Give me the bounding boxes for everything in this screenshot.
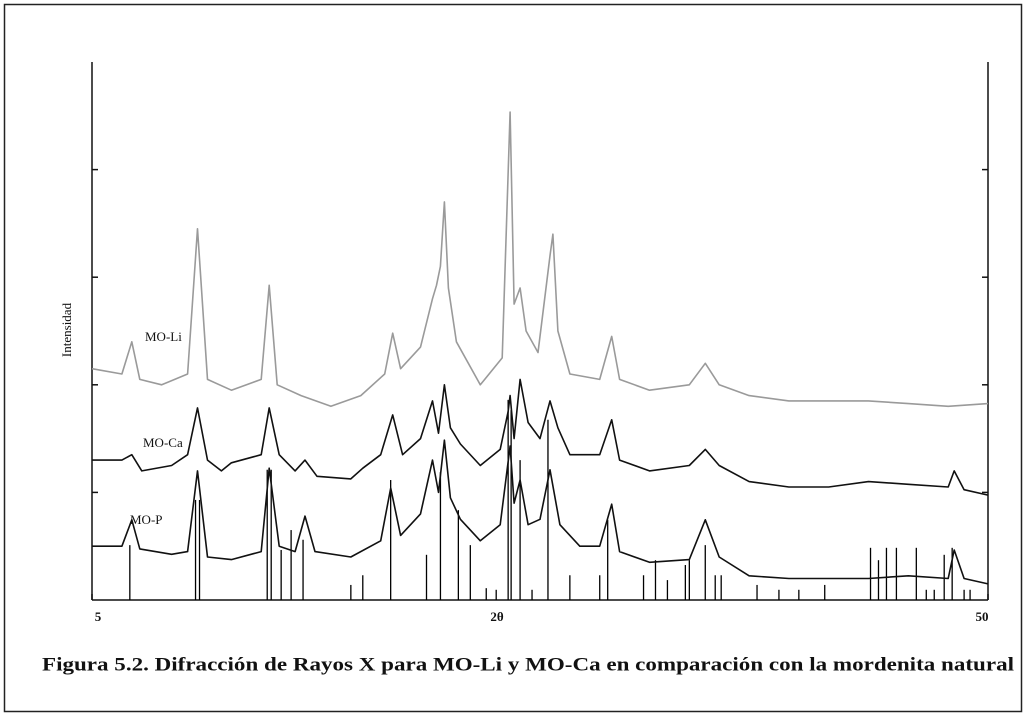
- x-axis-label: 2θ: [490, 609, 504, 624]
- series-label: MO-Li: [145, 329, 182, 344]
- caption: Figura 5.2. Difracción de Rayos X para M…: [42, 654, 1014, 675]
- series-label: MO-Ca: [143, 435, 183, 450]
- series-label: MO-P: [130, 512, 163, 527]
- frame: [3, 3, 1023, 713]
- xrd-trace: [92, 378, 989, 496]
- y-axis-label: Intensidad: [59, 302, 74, 357]
- xrd-trace: [92, 439, 989, 585]
- x-tick-label: 5: [95, 609, 102, 624]
- x-tick-label: 50: [976, 609, 989, 624]
- xrd-trace: [91, 111, 989, 408]
